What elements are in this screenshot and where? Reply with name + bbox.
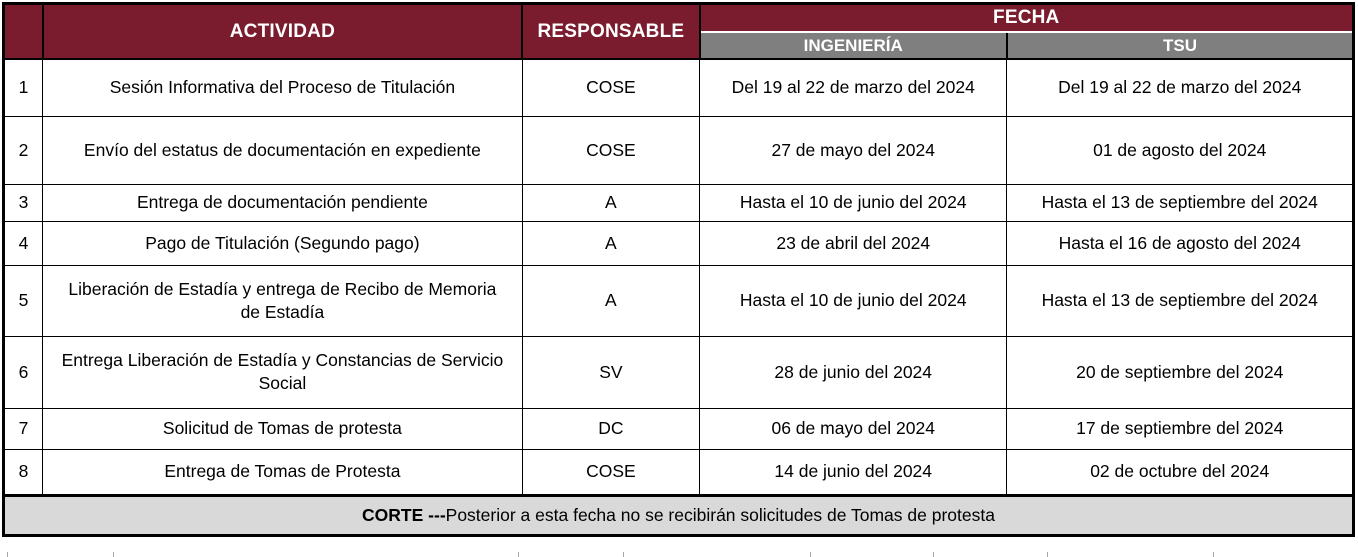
date-tsu-cell: Hasta el 13 de septiembre del 2024: [1006, 183, 1354, 222]
responsible-cell: A: [521, 220, 701, 266]
grid-line: [1213, 552, 1214, 557]
corte-row: CORTE ---Posterior a esta fecha no se re…: [2, 493, 1355, 537]
row-number: 5: [2, 264, 44, 337]
activity-cell: Solicitud de Tomas de protesta: [42, 407, 523, 450]
responsible-cell: SV: [521, 335, 701, 409]
date-tsu-cell: 01 de agosto del 2024: [1006, 115, 1354, 185]
date-tsu-cell: Del 19 al 22 de marzo del 2024: [1006, 58, 1354, 117]
header-row-top: ACTIVIDAD RESPONSABLE FECHA: [2, 2, 1355, 60]
table-row: 6 Entrega Liberación de Estadía y Consta…: [2, 335, 1354, 409]
date-ingenieria-cell: 06 de mayo del 2024: [698, 407, 1008, 450]
grid-line: [810, 552, 811, 557]
responsible-cell: DC: [521, 407, 701, 450]
header-ingenieria: INGENIERÍA: [698, 31, 1008, 60]
date-tsu-cell: 20 de septiembre del 2024: [1006, 335, 1354, 409]
grid-line: [1047, 552, 1048, 557]
activity-cell: Sesión Informativa del Proceso de Titula…: [42, 58, 523, 117]
grid-line: [7, 552, 8, 557]
table-row: 8 Entrega de Tomas de Protesta COSE 14 d…: [2, 448, 1354, 496]
corte-label: CORTE ---: [362, 504, 446, 525]
row-number: 3: [2, 183, 44, 222]
table-row: 2 Envío del estatus de documentación en …: [2, 115, 1354, 185]
responsible-cell: A: [521, 264, 701, 337]
table-row: 3 Entrega de documentación pendiente A H…: [2, 183, 1354, 222]
activity-cell: Pago de Titulación (Segundo pago): [42, 220, 523, 266]
activity-cell: Envío del estatus de documentación en ex…: [42, 115, 523, 185]
date-ingenieria-cell: Hasta el 10 de junio del 2024: [698, 264, 1008, 337]
responsible-cell: COSE: [521, 448, 701, 496]
table-row: 4 Pago de Titulación (Segundo pago) A 23…: [2, 220, 1354, 266]
row-number: 4: [2, 220, 44, 266]
date-ingenieria-cell: 23 de abril del 2024: [698, 220, 1008, 266]
titulacion-schedule-table: ACTIVIDAD RESPONSABLE FECHA INGENIERÍA T…: [2, 2, 1355, 537]
activity-cell: Entrega Liberación de Estadía y Constanc…: [42, 335, 523, 409]
row-number: 8: [2, 448, 44, 496]
responsible-cell: COSE: [521, 58, 701, 117]
date-ingenieria-cell: Del 19 al 22 de marzo del 2024: [698, 58, 1008, 117]
responsible-cell: A: [521, 183, 701, 222]
grid-line: [113, 552, 114, 557]
date-ingenieria-cell: Hasta el 10 de junio del 2024: [698, 183, 1008, 222]
row-number: 2: [2, 115, 44, 185]
responsible-cell: COSE: [521, 115, 701, 185]
header-actividad: ACTIVIDAD: [41, 2, 524, 60]
date-ingenieria-cell: 14 de junio del 2024: [698, 448, 1008, 496]
date-ingenieria-cell: 28 de junio del 2024: [698, 335, 1008, 409]
date-tsu-cell: 02 de octubre del 2024: [1006, 448, 1354, 496]
row-number: 6: [2, 335, 44, 409]
date-tsu-cell: Hasta el 16 de agosto del 2024: [1006, 220, 1354, 266]
table-row: 1 Sesión Informativa del Proceso de Titu…: [2, 58, 1354, 117]
row-number: 7: [2, 407, 44, 450]
header-num: [2, 2, 44, 60]
corte-text: Posterior a esta fecha no se recibirán s…: [445, 504, 995, 525]
date-ingenieria-cell: 27 de mayo del 2024: [698, 115, 1008, 185]
header-responsable: RESPONSABLE: [521, 2, 701, 60]
header-row-sub: INGENIERÍA TSU: [4, 31, 1355, 60]
table-row: 7 Solicitud de Tomas de protesta DC 06 d…: [2, 407, 1354, 450]
activity-cell: Liberación de Estadía y entrega de Recib…: [42, 264, 523, 337]
grid-line: [623, 552, 624, 557]
date-tsu-cell: Hasta el 13 de septiembre del 2024: [1006, 264, 1354, 337]
activity-cell: Entrega de Tomas de Protesta: [42, 448, 523, 496]
grid-line: [933, 552, 934, 557]
header-fecha: FECHA: [698, 2, 1355, 33]
date-tsu-cell: 17 de septiembre del 2024: [1006, 407, 1354, 450]
table-row: 5 Liberación de Estadía y entrega de Rec…: [2, 264, 1354, 337]
partial-next-row: [2, 552, 1356, 557]
grid-line: [518, 552, 519, 557]
row-number: 1: [2, 58, 44, 117]
activity-cell: Entrega de documentación pendiente: [42, 183, 523, 222]
header-tsu: TSU: [1005, 31, 1355, 60]
corte-notice: CORTE ---Posterior a esta fecha no se re…: [2, 493, 1355, 537]
